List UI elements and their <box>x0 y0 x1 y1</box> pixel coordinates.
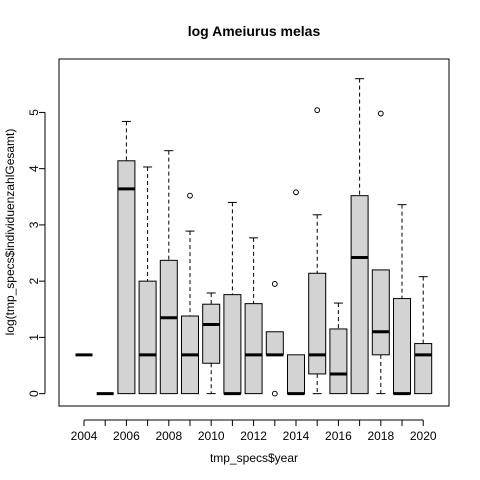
outlier-point <box>271 281 278 287</box>
box-rect <box>308 272 327 375</box>
box-2010 <box>202 292 221 395</box>
box-rect <box>223 294 242 395</box>
box-rect <box>138 280 157 395</box>
y-tick-label: 3 <box>27 221 41 228</box>
box-2015 <box>308 107 327 395</box>
box-rect <box>202 303 221 364</box>
x-tick-label: 2012 <box>240 429 267 443</box>
x-tick-label: 2008 <box>155 429 182 443</box>
box-rect <box>393 298 411 395</box>
x-tick-label: 2006 <box>113 429 140 443</box>
box-2017 <box>350 78 369 395</box>
box-2012 <box>244 237 263 395</box>
x-tick-label: 2016 <box>325 429 352 443</box>
box-rect <box>329 328 348 395</box>
box-2009 <box>181 192 199 395</box>
y-tick-label: 4 <box>27 165 41 172</box>
outlier-point <box>187 192 193 199</box>
box-2019 <box>393 204 411 396</box>
x-tick-label: 2010 <box>198 429 225 443</box>
x-tick-label: 2020 <box>410 429 437 443</box>
box-rect <box>371 269 390 356</box>
box-2018 <box>371 110 390 395</box>
x-tick-label: 2014 <box>283 429 310 443</box>
outlier-point <box>314 107 321 114</box>
y-axis-label: log(tmp_specs$individuenzahlGesamt) <box>3 129 17 336</box>
y-tick-label: 5 <box>27 109 41 116</box>
box-rect <box>265 331 284 356</box>
outlier-point <box>293 189 299 196</box>
box-rect <box>159 259 178 395</box>
outlier-point <box>377 110 384 117</box>
box-rect <box>244 303 263 395</box>
box-rect <box>414 343 433 395</box>
box-2006 <box>117 120 136 395</box>
y-tick-label: 1 <box>27 334 41 341</box>
x-tick-label: 2018 <box>367 429 394 443</box>
x-tick-label: 2004 <box>71 429 98 443</box>
box-2011 <box>223 201 242 396</box>
plot-frame <box>58 58 450 407</box>
box-2020 <box>414 276 433 395</box>
chart-title: log Ameiurus melas <box>188 23 321 39</box>
box-2013 <box>265 281 284 397</box>
x-axis-label: tmp_specs$year <box>210 451 298 465</box>
y-axis: 0 1 2 3 4 5 <box>27 109 46 397</box>
box-rect <box>117 160 136 395</box>
y-tick-label: 2 <box>27 277 41 284</box>
boxes-group <box>75 78 433 397</box>
box-2007 <box>138 166 157 395</box>
box-2016 <box>329 302 348 395</box>
y-tick-label: 0 <box>27 390 41 397</box>
box-2014 <box>287 189 305 396</box>
box-2008 <box>159 150 178 395</box>
outlier-point <box>271 390 278 397</box>
x-axis: 2004 2006 2008 2010 2012 2014 2016 2018 2020 <box>71 419 437 443</box>
box-rect <box>350 195 369 395</box>
box-rect <box>287 354 305 395</box>
